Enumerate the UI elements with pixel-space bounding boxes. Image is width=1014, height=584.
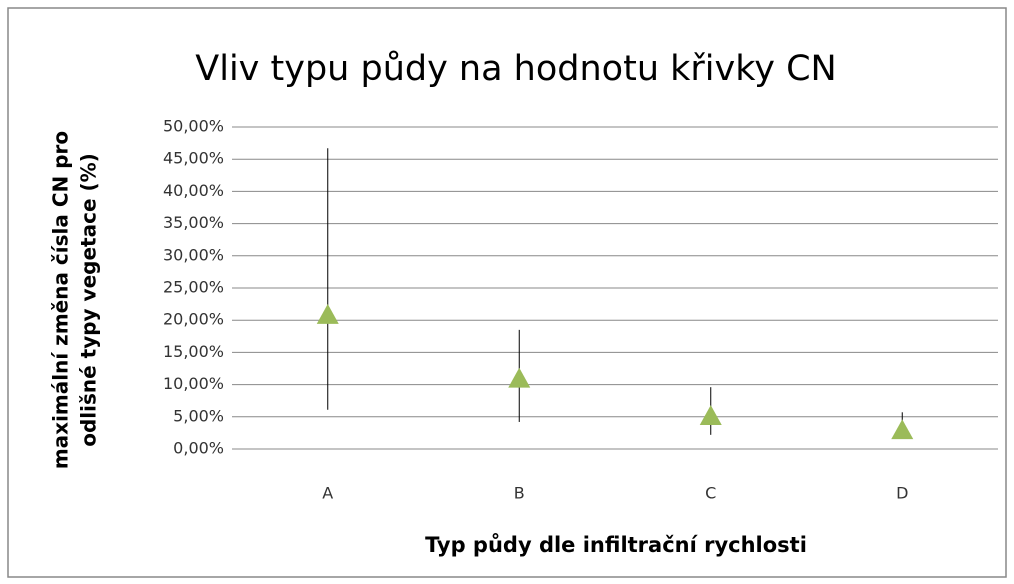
x-tick-label: B	[514, 484, 525, 503]
marker	[508, 367, 531, 388]
y-tick-label: 40,00%	[163, 181, 224, 200]
x-tick-label: C	[705, 484, 716, 503]
x-tick-label: D	[896, 484, 908, 503]
y-tick-label: 45,00%	[163, 149, 224, 168]
y-tick-label: 15,00%	[163, 342, 224, 361]
chart-frame	[7, 7, 1007, 578]
y-tick-label: 25,00%	[163, 278, 224, 297]
y-axis-label: maximální změna čísla CN pro	[49, 131, 73, 469]
marker	[699, 405, 722, 425]
chart-title: Vliv typu půdy na hodnotu křivky CN	[195, 49, 836, 89]
y-axis-label: odlišné typy vegetace (%)	[77, 153, 101, 447]
y-tick-label: 50,00%	[163, 117, 224, 136]
x-tick-label: A	[322, 484, 333, 503]
marker	[316, 304, 339, 324]
y-tick-label: 10,00%	[163, 374, 224, 393]
x-axis-label: Typ půdy dle infiltrační rychlosti	[425, 533, 807, 557]
y-tick-label: 30,00%	[163, 245, 224, 264]
y-tick-label: 35,00%	[163, 213, 224, 232]
y-tick-label: 0,00%	[173, 439, 224, 458]
y-tick-label: 20,00%	[163, 310, 224, 329]
marker	[891, 419, 914, 440]
y-tick-label: 5,00%	[173, 406, 224, 425]
